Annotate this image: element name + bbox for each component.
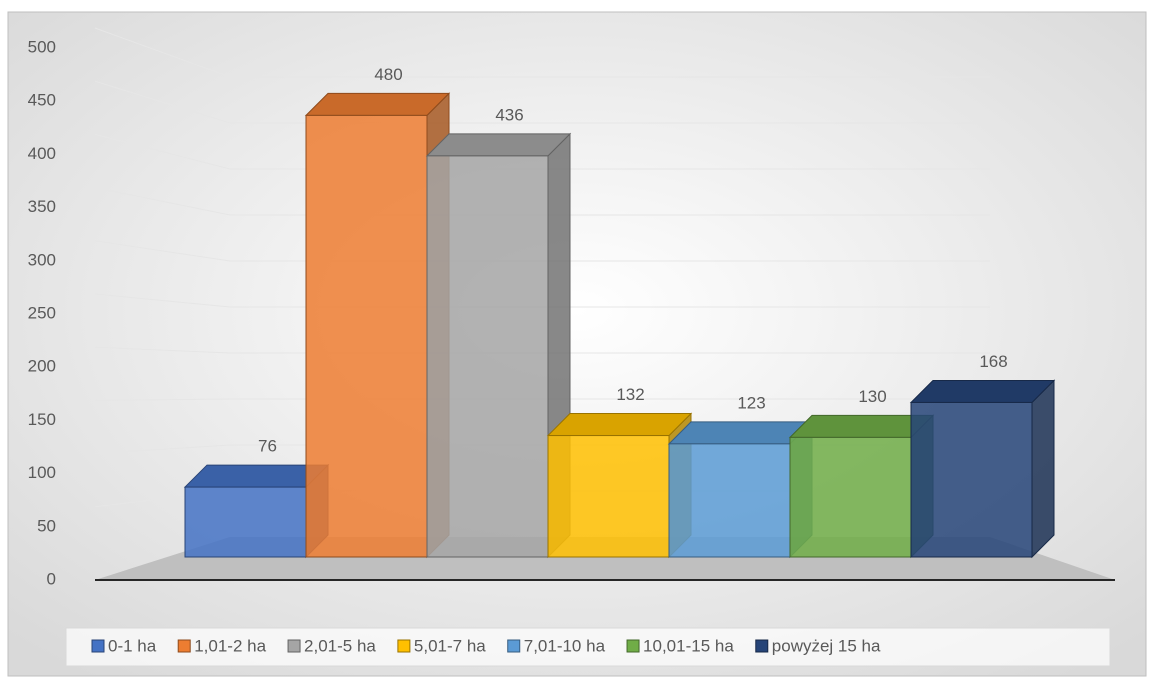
bar-top (304, 92, 451, 116)
data-label: 76 (258, 437, 277, 456)
grid-line (94, 398, 231, 401)
data-label: 480 (374, 65, 402, 84)
y-tick-label: 400 (28, 144, 56, 163)
legend-label: 2,01-5 ha (304, 636, 376, 655)
grid-line (94, 240, 231, 262)
grid-line (94, 27, 231, 78)
grid-line (94, 80, 231, 124)
grid-line (94, 444, 231, 455)
y-tick-label: 500 (28, 37, 56, 56)
y-tick-label: 350 (28, 197, 56, 216)
data-label: 132 (616, 385, 644, 404)
y-tick-label: 150 (28, 410, 56, 429)
legend-label: powyżej 15 ha (772, 636, 881, 655)
bar-top (909, 379, 1056, 403)
bar-side (1031, 379, 1055, 559)
legend-label: 1,01-2 ha (194, 636, 266, 655)
grid-line (94, 346, 231, 354)
grid-line (94, 293, 231, 308)
y-tick-label: 450 (28, 91, 56, 110)
bar (305, 114, 428, 558)
bar (789, 436, 912, 558)
bar-top (546, 413, 693, 437)
data-label: 130 (858, 387, 886, 406)
y-tick-label: 300 (28, 250, 56, 269)
y-tick-label: 0 (47, 569, 56, 588)
legend-swatch (397, 639, 411, 653)
data-label: 168 (979, 352, 1007, 371)
legend-swatch (287, 639, 301, 653)
legend-label: 7,01-10 ha (524, 636, 606, 655)
bar (184, 486, 307, 558)
bar-top (425, 133, 572, 157)
y-tick-label: 50 (37, 516, 56, 535)
legend-swatch (177, 639, 191, 653)
bar (910, 401, 1033, 558)
bar (426, 155, 549, 558)
legend-label: 0-1 ha (108, 636, 157, 655)
data-label: 123 (737, 393, 765, 412)
data-label: 436 (495, 105, 523, 124)
legend-swatch (626, 639, 640, 653)
bar (547, 435, 670, 558)
y-tick-label: 250 (28, 303, 56, 322)
grid-line (94, 133, 231, 170)
y-tick-label: 200 (28, 357, 56, 376)
y-tick-label: 100 (28, 463, 56, 482)
legend-swatch (91, 639, 105, 653)
legend-swatch (755, 639, 769, 653)
grid-line (94, 187, 231, 216)
legend-label: 5,01-7 ha (414, 636, 486, 655)
legend-swatch (507, 639, 521, 653)
legend-label: 10,01-15 ha (643, 636, 734, 655)
legend (65, 627, 1111, 667)
bar (668, 443, 791, 558)
